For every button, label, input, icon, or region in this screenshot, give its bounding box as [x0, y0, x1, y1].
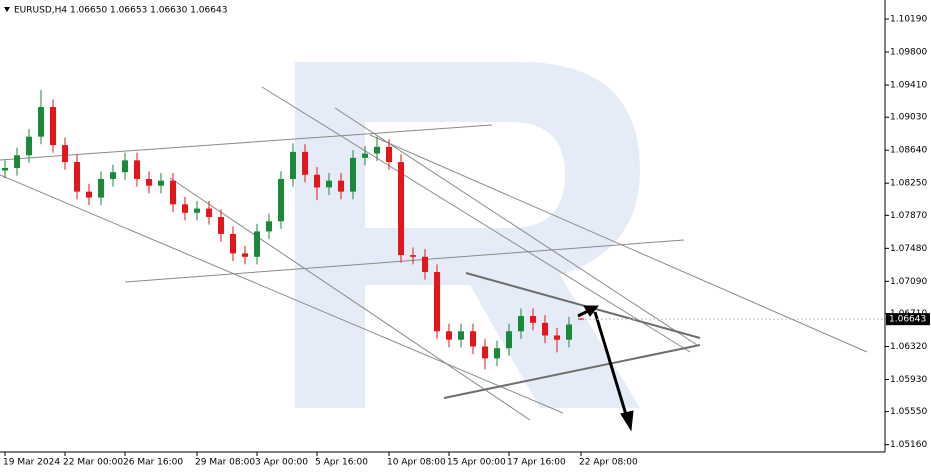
last-price-label: 1.06643	[889, 315, 926, 325]
candle-body	[566, 324, 572, 340]
candle-body	[194, 208, 200, 213]
candle-body	[122, 160, 128, 173]
candle-body	[362, 153, 368, 158]
candle-body	[266, 221, 272, 232]
y-tick-label: 1.10190	[890, 15, 927, 25]
candle-body	[326, 180, 332, 188]
candle-body	[170, 180, 176, 205]
candle-body	[230, 233, 236, 254]
y-tick-label: 1.07480	[890, 244, 927, 254]
candle-body	[62, 145, 68, 163]
title-icon	[4, 7, 10, 12]
candle-body	[398, 162, 404, 256]
candle-body	[530, 316, 536, 323]
candle-body	[2, 167, 8, 171]
last-price-box	[886, 313, 930, 326]
y-tick-label: 1.05160	[890, 440, 927, 450]
candle-body	[26, 136, 32, 156]
y-tick-label: 1.08250	[890, 179, 927, 189]
x-tick-label: 10 Apr 08:00	[387, 458, 446, 468]
candle-body	[494, 348, 500, 359]
candle-body	[110, 172, 116, 179]
watermark	[295, 62, 640, 408]
x-tick-label: 19 Mar 2024	[3, 458, 60, 468]
x-tick-label: 29 Mar 08:00	[195, 458, 255, 468]
candle-body	[446, 331, 452, 340]
candle-body	[350, 157, 356, 192]
candle-body	[554, 335, 560, 340]
candle-body	[470, 331, 476, 347]
candle-body	[38, 107, 44, 137]
candle-body	[410, 255, 416, 257]
trend-lines	[0, 86, 868, 421]
y-tick-label: 1.06320	[890, 342, 927, 352]
x-tick-label: 26 Mar 16:00	[123, 458, 183, 468]
candle-body	[578, 318, 584, 320]
x-tick-label: 15 Apr 00:00	[447, 458, 506, 468]
x-tick-label: 22 Mar 00:00	[63, 458, 123, 468]
candle-body	[86, 191, 92, 198]
y-tick-label: 1.09410	[890, 81, 927, 91]
candle-body	[242, 253, 248, 257]
candle-body	[374, 146, 380, 154]
candle-body	[458, 331, 464, 340]
candle-body	[338, 180, 344, 192]
x-tick-label: 17 Apr 16:00	[507, 458, 566, 468]
x-tick-label: 22 Apr 08:00	[579, 458, 638, 468]
candle-body	[542, 322, 548, 336]
y-tick-label: 1.09030	[890, 113, 927, 123]
candle-body	[218, 217, 224, 234]
y-tick-label: 1.05550	[890, 407, 927, 417]
x-tick-label: 5 Apr 16:00	[315, 458, 368, 468]
y-tick-label: 1.08640	[890, 146, 927, 156]
chart-title: EURUSD,H4 1.06650 1.06653 1.06630 1.0664…	[14, 6, 227, 16]
candle-body	[158, 180, 164, 186]
candle-body	[482, 346, 488, 359]
candle-body	[302, 151, 308, 175]
candle-body	[206, 208, 212, 218]
candle-body	[314, 174, 320, 188]
candle-body	[98, 178, 104, 198]
forecast-arrow	[577, 305, 634, 432]
candle-body	[422, 256, 428, 273]
candle-body	[50, 107, 56, 146]
candle-body	[74, 162, 80, 192]
candle-body	[278, 178, 284, 222]
candle-body	[506, 331, 512, 349]
candle-body	[290, 151, 296, 179]
candle-body	[134, 160, 140, 179]
candle-body	[518, 316, 524, 332]
candle-body	[182, 204, 188, 213]
candle-body	[386, 146, 392, 163]
candle-body	[146, 178, 152, 186]
candle-body	[254, 231, 260, 257]
plot-area	[2, 90, 584, 370]
y-tick-label: 1.07870	[890, 211, 927, 221]
x-tick-label: 3 Apr 00:00	[255, 458, 308, 468]
y-tick-label: 1.09800	[890, 48, 927, 58]
candle-body	[14, 155, 20, 168]
candle-body	[434, 272, 440, 332]
y-tick-label: 1.05930	[890, 375, 927, 385]
y-tick-label: 1.07090	[890, 277, 927, 287]
